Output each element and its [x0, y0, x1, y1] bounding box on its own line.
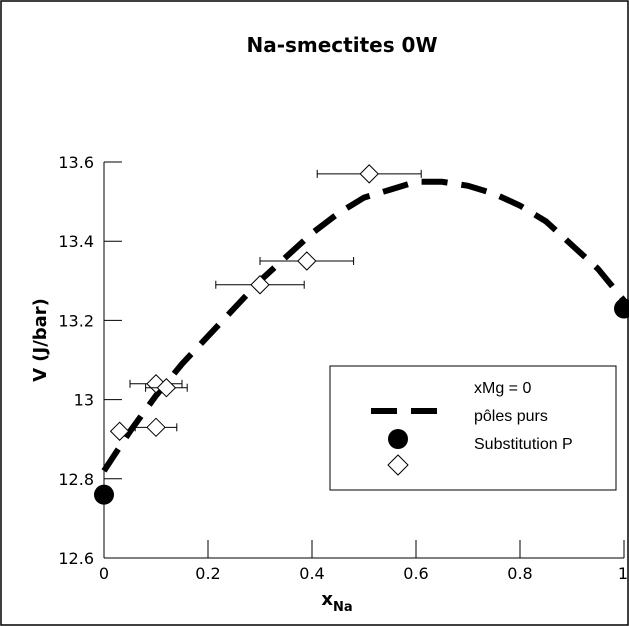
y-tick-label: 13.4	[58, 232, 94, 251]
y-tick-label: 13	[74, 391, 94, 410]
x-ticks: 0 0.2 0.4 0.6 0.8 1	[99, 540, 628, 583]
substitution-point	[109, 421, 130, 441]
fit-line	[101, 178, 627, 473]
legend-entry-substitution: Substitution P	[474, 436, 573, 453]
substitution-point	[156, 378, 177, 398]
x-axis-label: xNa	[321, 589, 352, 615]
legend: xMg = 0 pôles purs Substitution P	[329, 365, 617, 491]
y-tick-label: 13.2	[58, 311, 94, 330]
x-axis-label-sub: Na	[333, 600, 353, 615]
substitution-point	[359, 164, 379, 184]
x-tick-label: 0	[99, 564, 109, 583]
y-tick-label: 13.6	[58, 153, 94, 172]
y-tick-label: 12.8	[58, 470, 94, 489]
pole-point	[94, 484, 114, 505]
x-tick-label: 1	[618, 564, 628, 583]
substitution-point	[146, 417, 166, 438]
x-tick-label: 0.2	[195, 564, 220, 583]
legend-title: xMg = 0	[474, 380, 531, 397]
x-tick-label: 0.8	[507, 564, 532, 583]
x-axis-label-main: x	[321, 589, 333, 610]
x-tick-label: 0.6	[403, 564, 428, 583]
legend-diamond-marker	[387, 454, 409, 476]
legend-box	[329, 365, 617, 491]
chart-title: Na-smectites 0W	[246, 33, 437, 57]
pole-point	[614, 298, 629, 319]
legend-circle-marker	[388, 429, 408, 449]
x-tick-label: 0.4	[299, 564, 324, 583]
y-ticks: 12.6 12.8 13 13.2 13.4 13.6	[58, 153, 122, 568]
substitution-point	[297, 251, 317, 271]
substitution-point	[250, 275, 270, 295]
y-tick-label: 12.6	[58, 549, 94, 568]
legend-entry-poles: pôles purs	[474, 408, 548, 425]
data-marks	[94, 164, 629, 505]
y-axis-label: V (J/bar)	[30, 298, 51, 382]
